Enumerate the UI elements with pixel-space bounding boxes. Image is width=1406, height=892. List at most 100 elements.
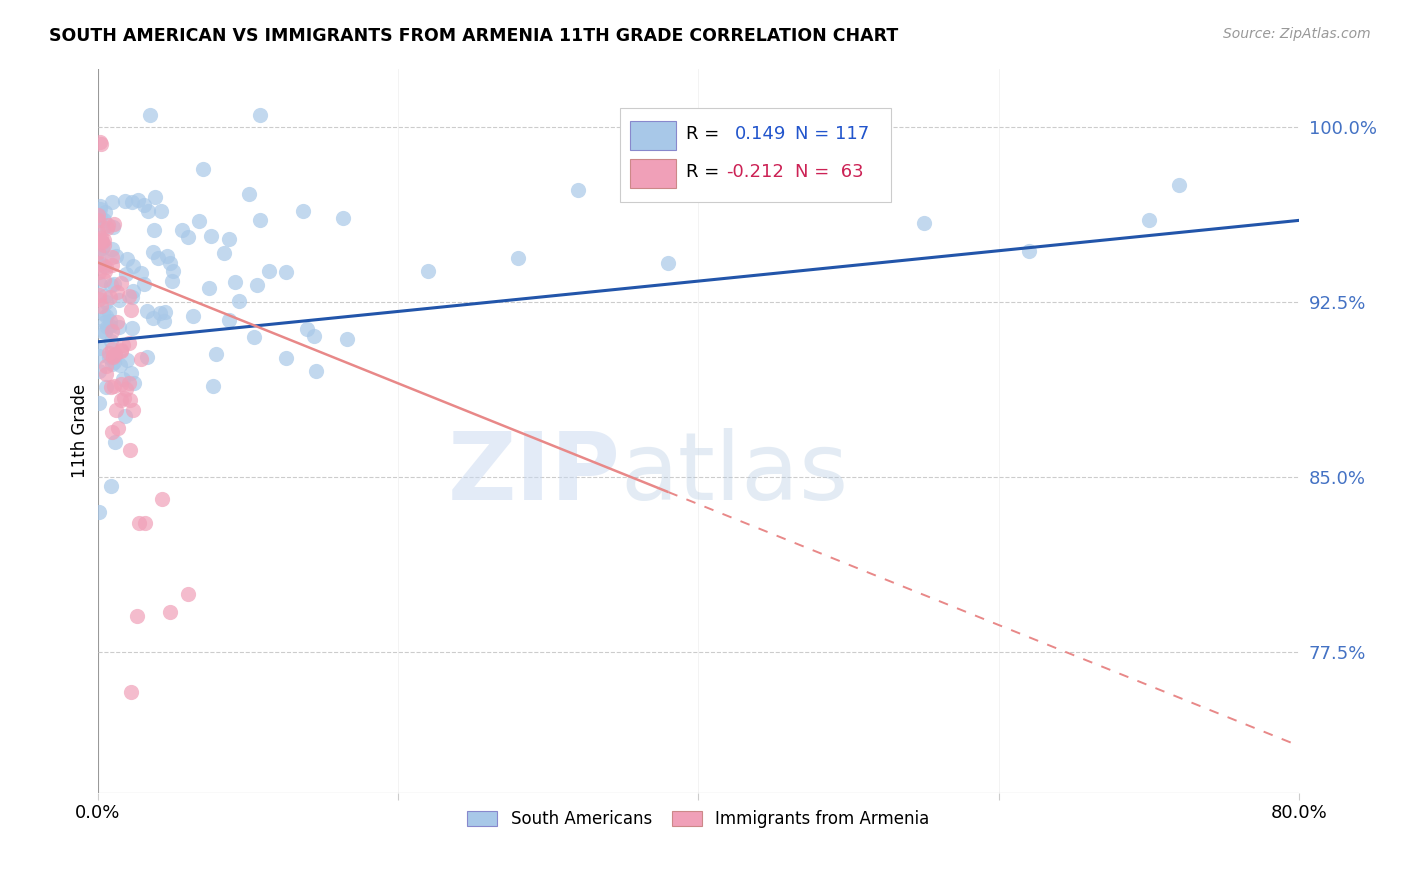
Point <box>87 505 110 519</box>
Point <box>125 609 148 624</box>
Point <box>91 306 114 320</box>
Point <box>117 376 139 390</box>
Point <box>94 205 117 219</box>
Point <box>1018 244 1040 259</box>
Point <box>118 443 141 458</box>
Point <box>838 128 860 143</box>
Point <box>295 321 318 335</box>
Point <box>101 219 124 234</box>
Point <box>87 225 110 239</box>
Point <box>96 319 118 334</box>
Point <box>912 216 935 230</box>
Point <box>150 492 173 507</box>
Point <box>91 241 114 255</box>
Point <box>416 263 439 277</box>
Point <box>567 183 589 197</box>
Point <box>120 302 142 317</box>
Point <box>105 403 128 417</box>
Point <box>198 281 221 295</box>
Point <box>120 366 142 380</box>
Point <box>98 305 121 319</box>
Point <box>89 293 111 307</box>
Point <box>97 350 120 364</box>
Point <box>110 359 132 373</box>
Point <box>1137 213 1160 227</box>
Point <box>104 348 127 362</box>
Point <box>103 217 125 231</box>
Point <box>93 213 115 227</box>
FancyBboxPatch shape <box>630 120 675 150</box>
Point <box>87 245 110 260</box>
Point <box>101 425 124 440</box>
Text: 0.149: 0.149 <box>734 125 786 143</box>
Point <box>89 256 111 270</box>
Point <box>90 324 112 338</box>
Point <box>87 349 110 363</box>
Point <box>129 351 152 366</box>
Point <box>90 299 112 313</box>
Text: N = 117: N = 117 <box>794 125 869 143</box>
Text: ZIP: ZIP <box>447 428 620 520</box>
Point <box>276 351 298 365</box>
Point <box>132 277 155 291</box>
Point <box>89 277 111 291</box>
FancyBboxPatch shape <box>620 108 890 202</box>
Point <box>243 330 266 344</box>
Point <box>91 235 114 249</box>
Point <box>105 285 128 299</box>
Text: N =  63: N = 63 <box>794 163 863 181</box>
Point <box>246 277 269 292</box>
Point <box>96 359 118 373</box>
Point <box>212 246 235 260</box>
Point <box>336 332 359 346</box>
Point <box>118 289 141 303</box>
Point <box>101 357 124 371</box>
Point <box>94 289 117 303</box>
Point <box>149 305 172 319</box>
Point <box>94 315 117 329</box>
Point <box>89 199 111 213</box>
Point <box>191 162 214 177</box>
Point <box>176 587 198 601</box>
Point <box>122 403 145 417</box>
Point <box>187 214 209 228</box>
Text: atlas: atlas <box>620 428 849 520</box>
Point <box>135 350 157 364</box>
Point <box>134 516 156 530</box>
Point <box>205 347 228 361</box>
Point <box>117 335 139 350</box>
Point <box>90 231 112 245</box>
Point <box>177 229 200 244</box>
Point <box>332 211 354 225</box>
Text: Source: ZipAtlas.com: Source: ZipAtlas.com <box>1223 27 1371 41</box>
Point <box>94 368 117 382</box>
Point <box>97 219 120 233</box>
Point <box>122 259 145 273</box>
Point <box>89 202 111 216</box>
Point <box>136 303 159 318</box>
Point <box>142 310 165 325</box>
Point <box>89 137 111 152</box>
Point <box>150 203 173 218</box>
Point <box>87 208 110 222</box>
Point <box>110 344 132 359</box>
Point <box>122 376 145 390</box>
Point <box>128 516 150 530</box>
Point <box>100 278 122 293</box>
Point <box>1168 178 1191 193</box>
Point <box>96 220 118 235</box>
Point <box>127 193 149 207</box>
Point <box>93 259 115 273</box>
Point <box>96 260 118 275</box>
Point <box>100 324 122 338</box>
Point <box>114 409 136 423</box>
Point <box>100 242 122 256</box>
Point <box>93 233 115 247</box>
Point <box>238 187 260 202</box>
Point <box>100 334 122 348</box>
Point <box>110 276 132 290</box>
Point <box>112 392 135 406</box>
Point <box>153 314 176 328</box>
Point <box>121 290 143 304</box>
Point <box>302 329 325 343</box>
